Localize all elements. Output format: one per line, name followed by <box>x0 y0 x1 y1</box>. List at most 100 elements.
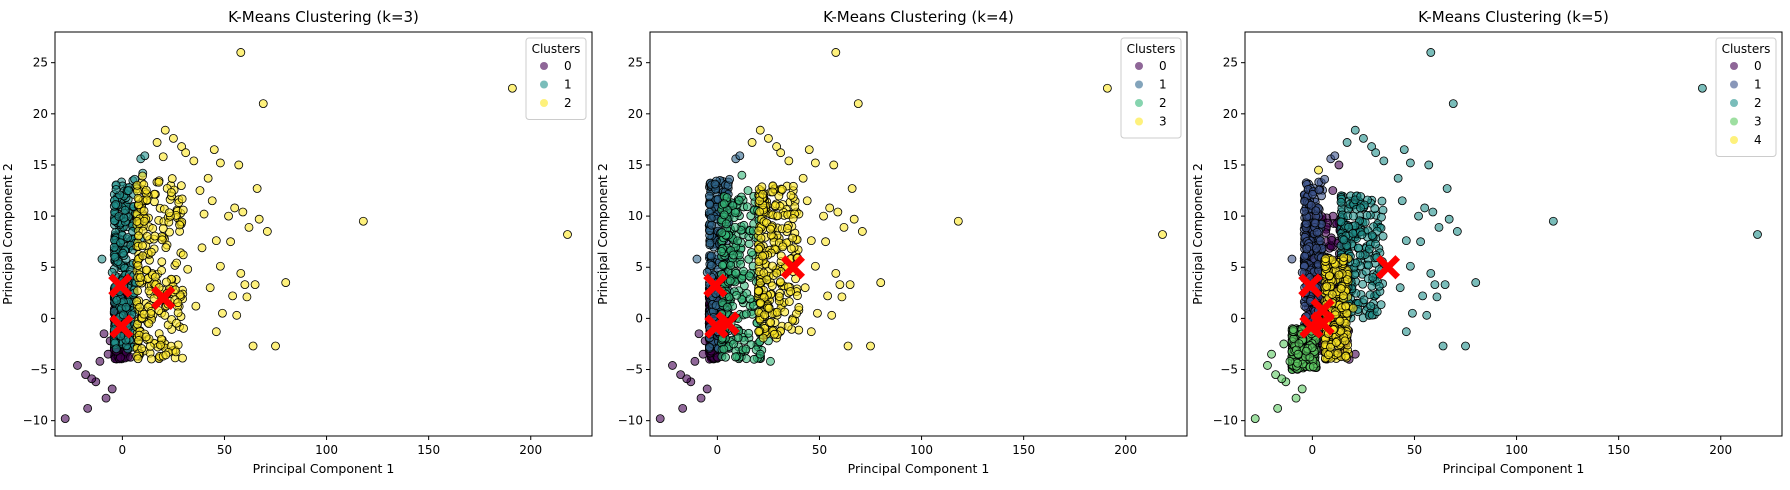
data-point <box>1422 310 1432 320</box>
legend-label: 1 <box>1159 78 1167 92</box>
data-point <box>1341 351 1351 361</box>
y-tick-label: 0 <box>635 311 643 325</box>
data-point <box>722 302 732 312</box>
data-point <box>668 361 677 370</box>
data-point <box>725 276 735 286</box>
x-tick-label: 100 <box>1505 443 1528 457</box>
data-point <box>240 280 250 290</box>
data-point <box>1697 83 1707 93</box>
data-point <box>141 332 151 342</box>
data-point <box>1426 48 1436 57</box>
axes-frame <box>649 31 1188 437</box>
data-point <box>1320 174 1330 184</box>
legend: Clusters 0 1 2 <box>525 37 587 120</box>
data-point <box>1434 222 1444 232</box>
data-point <box>766 356 775 366</box>
data-point <box>139 309 149 319</box>
data-point <box>1395 283 1405 293</box>
data-point <box>205 283 215 293</box>
data-point <box>1326 342 1335 352</box>
data-point <box>1331 338 1341 347</box>
data-point <box>178 205 188 215</box>
y-tick-label: 25 <box>33 56 48 70</box>
data-point <box>1367 231 1377 240</box>
data-point <box>831 48 841 57</box>
data-point <box>1354 243 1363 253</box>
data-point <box>786 287 795 296</box>
data-point <box>1288 325 1298 334</box>
data-point <box>1358 279 1368 289</box>
legend-title: Clusters <box>532 42 581 56</box>
data-point <box>843 341 853 351</box>
data-point <box>1408 308 1417 318</box>
data-point <box>258 99 268 108</box>
data-point <box>1438 341 1448 351</box>
data-point <box>749 354 759 364</box>
data-point <box>136 273 145 282</box>
data-point <box>721 352 730 362</box>
legend-label: 2 <box>564 96 572 110</box>
data-point <box>232 310 242 320</box>
data-point <box>786 244 796 254</box>
data-point <box>704 191 714 201</box>
data-point <box>158 152 168 162</box>
data-point <box>154 177 164 187</box>
data-point <box>124 186 133 195</box>
y-tick-label: 20 <box>1223 107 1238 121</box>
points-layer <box>1250 48 1762 424</box>
legend-marker <box>1135 99 1143 107</box>
x-tick-label: 50 <box>217 443 232 457</box>
data-point <box>1401 236 1411 246</box>
data-point <box>1300 301 1310 311</box>
data-point <box>747 138 757 147</box>
data-point <box>810 261 820 271</box>
legend-label: 2 <box>1159 96 1167 110</box>
data-point <box>1418 291 1428 301</box>
data-point <box>73 361 82 370</box>
data-point <box>1301 346 1311 356</box>
data-point <box>133 193 143 203</box>
data-point <box>111 200 121 209</box>
data-point <box>707 220 717 230</box>
x-tick-label: 50 <box>1407 443 1422 457</box>
data-point <box>271 341 280 351</box>
data-point <box>215 158 225 168</box>
data-point <box>103 349 113 359</box>
legend-label: 3 <box>1754 115 1762 129</box>
data-point <box>734 196 744 205</box>
data-point <box>757 182 767 192</box>
data-point <box>1401 327 1411 337</box>
y-tick-label: 10 <box>628 209 643 223</box>
data-point <box>111 344 121 354</box>
data-point <box>1377 196 1387 206</box>
data-point <box>876 278 886 287</box>
legend-frame <box>1120 37 1182 139</box>
y-tick-label: 25 <box>628 56 643 70</box>
data-point <box>778 242 788 252</box>
data-point <box>358 216 368 226</box>
data-point <box>1342 275 1352 284</box>
data-point <box>706 251 716 261</box>
data-point <box>1327 289 1337 299</box>
data-point <box>798 173 808 183</box>
data-point <box>1335 316 1345 326</box>
data-point <box>1448 99 1458 108</box>
axes-frame <box>1244 31 1783 437</box>
data-point <box>721 219 731 229</box>
centroid-marker <box>715 311 740 336</box>
data-point <box>747 248 756 257</box>
y-axis-label: Principal Component 2 <box>0 163 15 305</box>
y-axis-label: Principal Component 2 <box>595 163 610 305</box>
data-point <box>754 244 763 254</box>
data-point <box>741 354 751 364</box>
data-point <box>169 133 178 143</box>
y-tick-label: −10 <box>618 414 643 428</box>
data-point <box>1365 290 1375 300</box>
data-point <box>1414 211 1423 221</box>
data-point <box>133 286 142 296</box>
data-point <box>177 194 187 204</box>
data-point <box>849 214 859 224</box>
data-point <box>758 190 768 199</box>
data-point <box>739 266 748 276</box>
data-point <box>123 233 133 242</box>
